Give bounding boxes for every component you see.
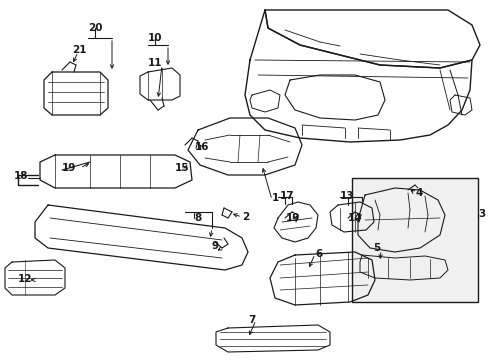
- Text: 1: 1: [271, 193, 279, 203]
- Text: 13: 13: [339, 191, 354, 201]
- Text: 10: 10: [148, 33, 162, 43]
- Text: 12: 12: [18, 274, 32, 284]
- Text: 3: 3: [477, 209, 484, 219]
- Text: 21: 21: [72, 45, 86, 55]
- Text: 14: 14: [347, 213, 362, 223]
- Text: 2: 2: [242, 212, 249, 222]
- Text: 17: 17: [280, 191, 294, 201]
- Text: 6: 6: [314, 249, 322, 259]
- Text: 7: 7: [247, 315, 255, 325]
- Text: 19: 19: [285, 213, 300, 223]
- Text: 15: 15: [175, 163, 189, 173]
- Text: 8: 8: [194, 213, 201, 223]
- Text: 4: 4: [414, 188, 422, 198]
- Text: 9: 9: [212, 241, 219, 251]
- Text: 19: 19: [62, 163, 76, 173]
- Text: 18: 18: [14, 171, 28, 181]
- Text: 11: 11: [148, 58, 162, 68]
- Text: 5: 5: [372, 243, 380, 253]
- Text: 20: 20: [88, 23, 102, 33]
- Bar: [351, 178, 477, 302]
- Text: 16: 16: [195, 142, 209, 152]
